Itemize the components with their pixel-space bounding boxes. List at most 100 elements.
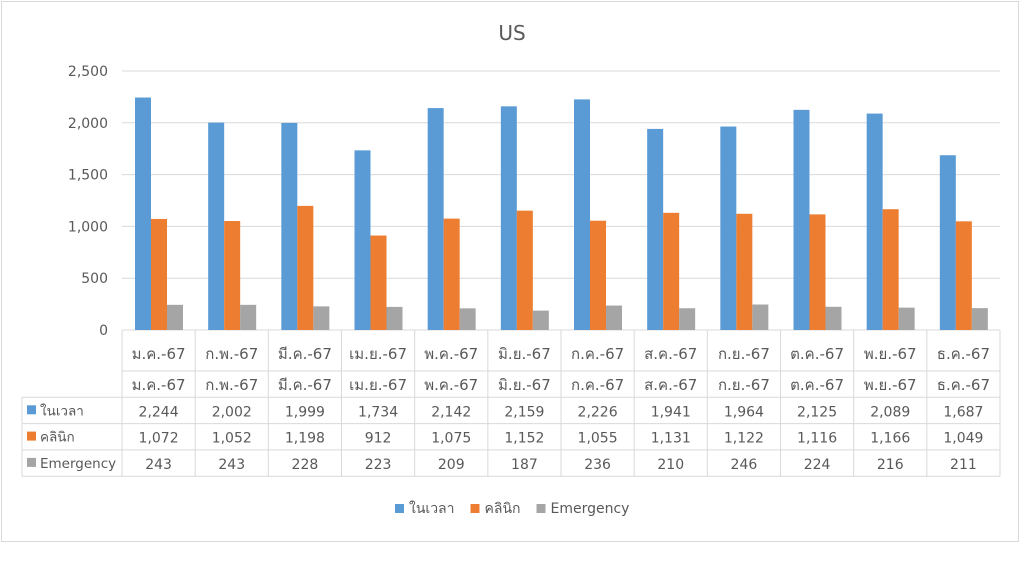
x-tick-label: ก.ค.-67 [571,345,624,363]
table-cell: 2,159 [504,404,544,420]
table-header-cell: มิ.ย.-67 [498,376,551,394]
bar-0-7 [647,128,664,330]
table-cell: 246 [731,457,758,473]
table-header-cell: ต.ค.-67 [790,376,844,394]
bar-2-9 [825,306,842,330]
bar-0-9 [793,109,810,330]
bar-2-11 [971,308,988,330]
table-header-cell: ส.ค.-67 [644,376,697,394]
y-tick-label: 1,000 [68,219,108,235]
table-cell: 2,226 [578,404,618,420]
bar-1-7 [663,212,680,330]
table-cell: 1,687 [943,404,983,420]
table-cell: 1,122 [724,431,764,447]
bar-1-10 [882,209,899,330]
bar-2-0 [167,304,183,330]
x-tick-label: พ.ค.-67 [424,345,478,363]
table-cell: 1,116 [797,431,837,447]
table-header-cell: ก.ค.-67 [571,376,624,394]
bar-0-4 [427,108,444,330]
table-cell: 2,125 [797,404,837,420]
table-cell: 1,964 [724,404,764,420]
table-cell: 2,002 [212,404,252,420]
table-row-label: คลินิก [40,430,75,446]
bar-0-0 [135,97,151,330]
table-cell: 223 [365,457,392,473]
x-tick-label: เม.ย.-67 [349,345,407,363]
bar-0-10 [866,113,883,331]
bar-0-8 [720,126,737,330]
bar-2-1 [240,304,257,330]
y-tick-label: 1,500 [68,168,108,184]
table-cell: 1,734 [358,404,398,420]
table-header-cell: ม.ค.-67 [132,376,186,394]
bar-2-4 [459,308,476,330]
table-cell: 1,166 [870,431,910,447]
table-header-cell: เม.ย.-67 [349,376,407,394]
bar-2-6 [606,305,622,330]
bar-2-3 [386,306,403,330]
table-header-cell: ก.ย.-67 [718,376,770,394]
bar-1-9 [809,214,826,330]
table-cell: 912 [365,431,392,447]
y-tick-label: 2,500 [68,64,108,80]
bar-1-2 [297,205,314,330]
table-cell: 187 [511,457,538,473]
table-header-cell: ธ.ค.-67 [937,376,990,394]
table-cell: 236 [584,457,611,473]
x-tick-label: ก.ย.-67 [718,345,770,363]
bar-1-3 [370,235,387,330]
x-tick-label: ม.ค.-67 [132,345,186,363]
x-tick-label: พ.ย.-67 [864,345,917,363]
legend-key-1 [27,431,36,441]
table-cell: 1,941 [651,404,691,420]
table-header-cell: พ.ค.-67 [424,376,478,394]
table-cell: 211 [950,457,977,473]
chart-title: US [498,21,525,45]
bar-0-2 [281,122,298,331]
bar-0-5 [500,106,517,330]
legend-key-0 [27,405,36,415]
table-cell: 210 [657,457,684,473]
table-cell: 1,152 [504,431,544,447]
table-cell: 2,142 [431,404,471,420]
table-cell: 1,075 [431,431,471,447]
bar-2-10 [898,307,915,330]
table-cell: 1,072 [139,431,179,447]
bar-0-1 [208,122,225,330]
bar-0-3 [354,150,371,330]
bar-2-2 [313,306,330,330]
table-header-cell: มี.ค.-67 [278,376,332,394]
bar-1-1 [224,221,241,330]
bar-1-11 [955,221,972,330]
x-tick-label: ส.ค.-67 [644,345,697,363]
bar-1-0 [151,218,167,330]
table-cell: 1,198 [285,431,325,447]
bar-1-8 [736,213,753,330]
legend-key-2 [27,457,36,467]
bar-2-7 [679,308,696,330]
table-cell: 1,131 [651,431,691,447]
bar-0-11 [939,155,956,330]
table-cell: 228 [292,457,319,473]
bar-0-6 [574,99,590,330]
legend-label: ในเวลา [409,500,455,517]
table-cell: 243 [145,457,172,473]
table-cell: 2,244 [139,404,179,420]
table-cell: 243 [218,457,245,473]
table-cell: 1,052 [212,431,252,447]
legend-marker-2 [536,504,546,513]
bar-1-4 [443,218,460,330]
legend-label: คลินิก [485,501,521,517]
table-header-cell: ก.พ.-67 [205,376,258,394]
bar-1-5 [516,210,533,330]
x-tick-label: ธ.ค.-67 [937,345,990,363]
legend-label: Emergency [551,501,630,517]
x-tick-label: ต.ค.-67 [790,345,844,363]
y-tick-label: 500 [81,271,108,287]
table-cell: 1,999 [285,404,325,420]
table-cell: 1,049 [943,431,983,447]
table-cell: 1,055 [578,431,618,447]
legend-marker-0 [395,504,404,513]
